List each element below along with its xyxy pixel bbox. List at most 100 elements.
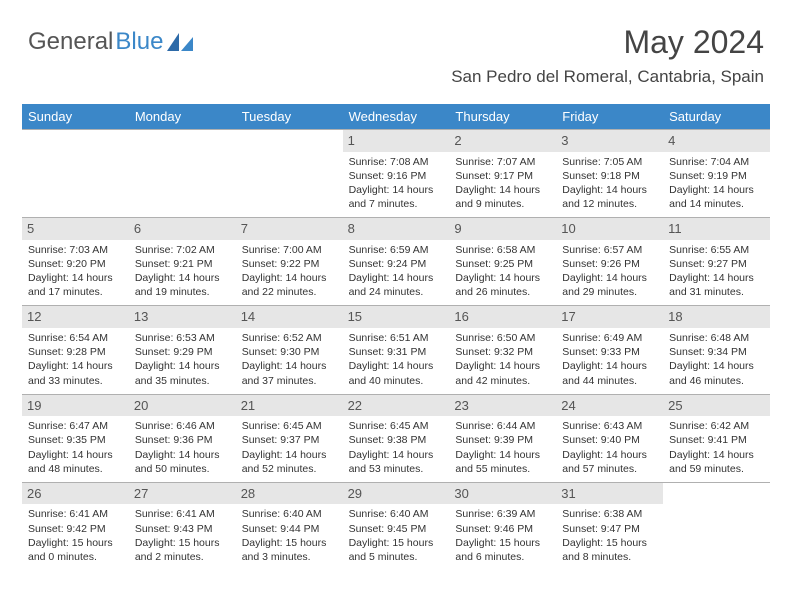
daylight-text: Daylight: 14 hours bbox=[562, 359, 657, 373]
day-number: 12 bbox=[22, 306, 129, 328]
daylight-text: Daylight: 14 hours bbox=[242, 359, 337, 373]
sunset-text: Sunset: 9:28 PM bbox=[28, 345, 123, 359]
calendar-cell: 25Sunrise: 6:42 AMSunset: 9:41 PMDayligh… bbox=[663, 394, 770, 482]
daylight-text: and 31 minutes. bbox=[669, 285, 764, 299]
daylight-text: Daylight: 14 hours bbox=[562, 183, 657, 197]
weekday-header: Thursday bbox=[449, 104, 556, 129]
sunrise-text: Sunrise: 6:44 AM bbox=[455, 419, 550, 433]
calendar-cell: 24Sunrise: 6:43 AMSunset: 9:40 PMDayligh… bbox=[556, 394, 663, 482]
calendar-cell: 29Sunrise: 6:40 AMSunset: 9:45 PMDayligh… bbox=[343, 482, 450, 570]
calendar-cell: 16Sunrise: 6:50 AMSunset: 9:32 PMDayligh… bbox=[449, 305, 556, 393]
sunrise-text: Sunrise: 7:04 AM bbox=[669, 155, 764, 169]
calendar-cell: 10Sunrise: 6:57 AMSunset: 9:26 PMDayligh… bbox=[556, 217, 663, 305]
day-number: 23 bbox=[449, 395, 556, 417]
sunrise-text: Sunrise: 6:38 AM bbox=[562, 507, 657, 521]
daylight-text: Daylight: 14 hours bbox=[455, 271, 550, 285]
weekday-header: Sunday bbox=[22, 104, 129, 129]
calendar: Sunday Monday Tuesday Wednesday Thursday… bbox=[22, 104, 770, 570]
sunset-text: Sunset: 9:42 PM bbox=[28, 522, 123, 536]
sunrise-text: Sunrise: 6:45 AM bbox=[349, 419, 444, 433]
daylight-text: and 40 minutes. bbox=[349, 374, 444, 388]
day-number: 1 bbox=[343, 130, 450, 152]
daylight-text: and 8 minutes. bbox=[562, 550, 657, 564]
daylight-text: Daylight: 14 hours bbox=[28, 448, 123, 462]
sunset-text: Sunset: 9:30 PM bbox=[242, 345, 337, 359]
daylight-text: and 57 minutes. bbox=[562, 462, 657, 476]
calendar-cell: 31Sunrise: 6:38 AMSunset: 9:47 PMDayligh… bbox=[556, 482, 663, 570]
sunrise-text: Sunrise: 6:53 AM bbox=[135, 331, 230, 345]
calendar-cell: 1Sunrise: 7:08 AMSunset: 9:16 PMDaylight… bbox=[343, 129, 450, 217]
daylight-text: and 37 minutes. bbox=[242, 374, 337, 388]
sunrise-text: Sunrise: 7:05 AM bbox=[562, 155, 657, 169]
location-subtitle: San Pedro del Romeral, Cantabria, Spain bbox=[451, 67, 764, 87]
daylight-text: and 46 minutes. bbox=[669, 374, 764, 388]
sunset-text: Sunset: 9:22 PM bbox=[242, 257, 337, 271]
sunrise-text: Sunrise: 7:03 AM bbox=[28, 243, 123, 257]
day-number: 21 bbox=[236, 395, 343, 417]
day-number: 18 bbox=[663, 306, 770, 328]
sunset-text: Sunset: 9:38 PM bbox=[349, 433, 444, 447]
daylight-text: Daylight: 14 hours bbox=[455, 448, 550, 462]
sunset-text: Sunset: 9:37 PM bbox=[242, 433, 337, 447]
daylight-text: and 48 minutes. bbox=[28, 462, 123, 476]
daylight-text: and 33 minutes. bbox=[28, 374, 123, 388]
calendar-cell: 17Sunrise: 6:49 AMSunset: 9:33 PMDayligh… bbox=[556, 305, 663, 393]
sunset-text: Sunset: 9:36 PM bbox=[135, 433, 230, 447]
sail-icon bbox=[167, 33, 193, 51]
day-number: 7 bbox=[236, 218, 343, 240]
daylight-text: Daylight: 14 hours bbox=[455, 359, 550, 373]
day-number: 15 bbox=[343, 306, 450, 328]
day-number: 27 bbox=[129, 483, 236, 505]
calendar-cell: 2Sunrise: 7:07 AMSunset: 9:17 PMDaylight… bbox=[449, 129, 556, 217]
sunrise-text: Sunrise: 6:46 AM bbox=[135, 419, 230, 433]
daylight-text: and 7 minutes. bbox=[349, 197, 444, 211]
sunset-text: Sunset: 9:24 PM bbox=[349, 257, 444, 271]
sunset-text: Sunset: 9:41 PM bbox=[669, 433, 764, 447]
daylight-text: Daylight: 14 hours bbox=[135, 448, 230, 462]
daylight-text: and 52 minutes. bbox=[242, 462, 337, 476]
sunrise-text: Sunrise: 6:45 AM bbox=[242, 419, 337, 433]
logo-text-blue: Blue bbox=[115, 28, 163, 56]
day-number: 16 bbox=[449, 306, 556, 328]
daylight-text: and 12 minutes. bbox=[562, 197, 657, 211]
daylight-text: Daylight: 15 hours bbox=[28, 536, 123, 550]
calendar-cell bbox=[22, 129, 129, 217]
sunrise-text: Sunrise: 6:57 AM bbox=[562, 243, 657, 257]
sunrise-text: Sunrise: 6:52 AM bbox=[242, 331, 337, 345]
sunset-text: Sunset: 9:31 PM bbox=[349, 345, 444, 359]
sunrise-text: Sunrise: 6:40 AM bbox=[242, 507, 337, 521]
day-number: 30 bbox=[449, 483, 556, 505]
logo: General Blue bbox=[28, 28, 193, 56]
calendar-cell: 26Sunrise: 6:41 AMSunset: 9:42 PMDayligh… bbox=[22, 482, 129, 570]
calendar-cell bbox=[236, 129, 343, 217]
day-number: 22 bbox=[343, 395, 450, 417]
sunrise-text: Sunrise: 6:59 AM bbox=[349, 243, 444, 257]
day-number: 3 bbox=[556, 130, 663, 152]
sunrise-text: Sunrise: 6:41 AM bbox=[135, 507, 230, 521]
daylight-text: and 9 minutes. bbox=[455, 197, 550, 211]
day-number: 5 bbox=[22, 218, 129, 240]
sunset-text: Sunset: 9:17 PM bbox=[455, 169, 550, 183]
sunrise-text: Sunrise: 6:40 AM bbox=[349, 507, 444, 521]
daylight-text: Daylight: 14 hours bbox=[669, 183, 764, 197]
daylight-text: Daylight: 14 hours bbox=[135, 271, 230, 285]
sunrise-text: Sunrise: 7:02 AM bbox=[135, 243, 230, 257]
sunset-text: Sunset: 9:39 PM bbox=[455, 433, 550, 447]
sunset-text: Sunset: 9:35 PM bbox=[28, 433, 123, 447]
sunrise-text: Sunrise: 6:51 AM bbox=[349, 331, 444, 345]
calendar-cell: 19Sunrise: 6:47 AMSunset: 9:35 PMDayligh… bbox=[22, 394, 129, 482]
weekday-header: Tuesday bbox=[236, 104, 343, 129]
daylight-text: and 29 minutes. bbox=[562, 285, 657, 299]
sunrise-text: Sunrise: 6:49 AM bbox=[562, 331, 657, 345]
daylight-text: Daylight: 15 hours bbox=[349, 536, 444, 550]
calendar-body: 1Sunrise: 7:08 AMSunset: 9:16 PMDaylight… bbox=[22, 129, 770, 570]
daylight-text: and 17 minutes. bbox=[28, 285, 123, 299]
sunrise-text: Sunrise: 6:47 AM bbox=[28, 419, 123, 433]
sunset-text: Sunset: 9:47 PM bbox=[562, 522, 657, 536]
daylight-text: and 50 minutes. bbox=[135, 462, 230, 476]
calendar-cell: 15Sunrise: 6:51 AMSunset: 9:31 PMDayligh… bbox=[343, 305, 450, 393]
day-number: 10 bbox=[556, 218, 663, 240]
daylight-text: Daylight: 14 hours bbox=[562, 448, 657, 462]
weekday-header: Monday bbox=[129, 104, 236, 129]
day-number: 17 bbox=[556, 306, 663, 328]
